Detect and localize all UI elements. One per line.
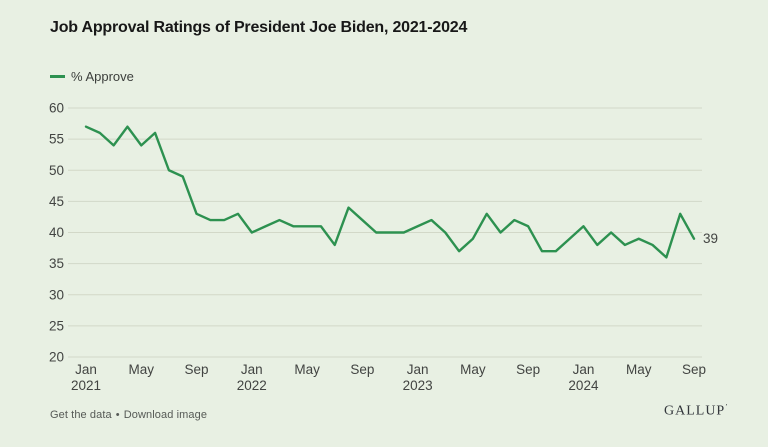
y-axis-label: 55 bbox=[49, 132, 64, 147]
x-axis-label: Sep bbox=[682, 362, 706, 377]
legend-label: % Approve bbox=[71, 69, 134, 84]
x-axis-year-label: 2021 bbox=[71, 378, 101, 393]
y-axis-label: 30 bbox=[49, 287, 64, 302]
y-axis-label: 20 bbox=[49, 350, 64, 365]
get-the-data-link[interactable]: Get the data bbox=[50, 409, 112, 421]
x-axis-label: Sep bbox=[185, 362, 209, 377]
footer-separator: • bbox=[115, 409, 120, 421]
x-axis-label: May bbox=[294, 362, 320, 377]
x-axis-year-label: 2022 bbox=[237, 378, 267, 393]
x-axis-year-label: 2024 bbox=[568, 378, 599, 393]
x-axis-label: Jan bbox=[407, 362, 429, 377]
x-axis-label: Jan bbox=[573, 362, 595, 377]
x-axis-label: Jan bbox=[241, 362, 263, 377]
approval-line[interactable] bbox=[84, 125, 696, 259]
legend-line-swatch bbox=[50, 75, 65, 78]
x-axis-label: Sep bbox=[516, 362, 540, 377]
x-axis-label: Jan bbox=[75, 362, 97, 377]
y-axis-label: 35 bbox=[49, 256, 64, 271]
end-value-label: 39 bbox=[703, 231, 718, 246]
y-axis-label: 45 bbox=[49, 194, 64, 209]
download-image-link[interactable]: Download image bbox=[123, 409, 208, 421]
x-axis-label: May bbox=[460, 362, 486, 377]
x-axis-label: May bbox=[626, 362, 652, 377]
y-axis-label: 50 bbox=[49, 163, 64, 178]
footer-links: Get the data • Download image bbox=[50, 409, 207, 421]
x-axis-year-label: 2023 bbox=[403, 378, 433, 393]
x-axis-label: May bbox=[129, 362, 155, 377]
y-axis-label: 60 bbox=[49, 101, 64, 116]
legend: % Approve bbox=[50, 69, 134, 84]
chart-title: Job Approval Ratings of President Joe Bi… bbox=[50, 19, 468, 36]
y-axis-label: 25 bbox=[49, 318, 64, 333]
x-axis-label: Sep bbox=[350, 362, 374, 377]
gallup-logo-text: GALLUP bbox=[664, 403, 726, 419]
gallup-logo-trademark: ʼ bbox=[725, 403, 728, 411]
gallup-logo: GALLUPʼ bbox=[664, 403, 728, 420]
y-axis-label: 40 bbox=[49, 225, 64, 240]
